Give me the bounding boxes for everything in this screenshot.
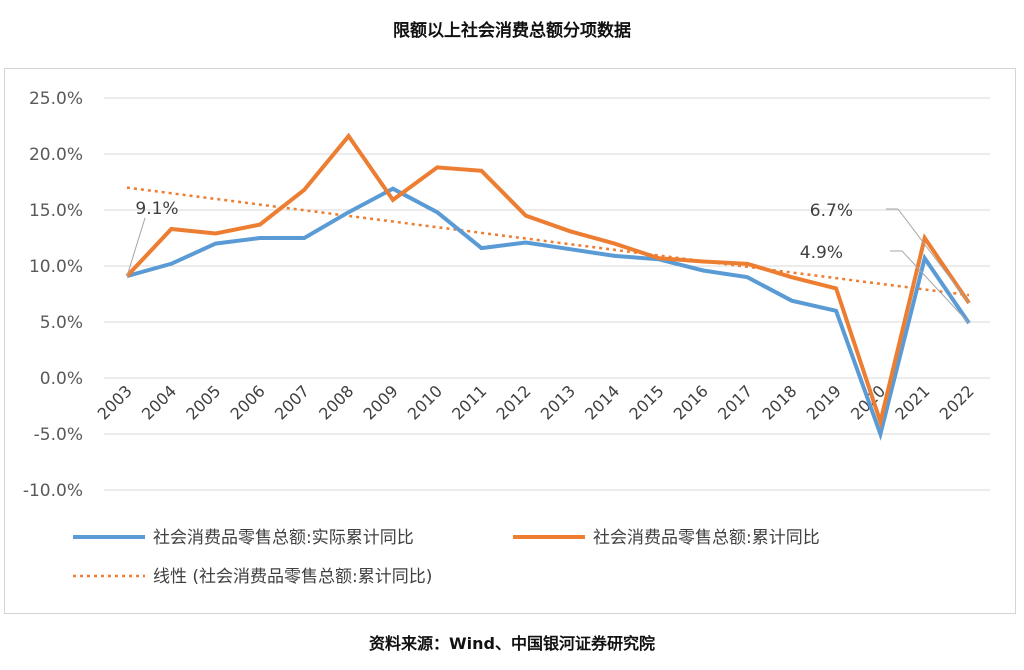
y-tick-label: 10.0% xyxy=(29,257,83,277)
trendline xyxy=(126,186,970,297)
y-tick-label: -5.0% xyxy=(34,425,83,445)
chart-title: 限额以上社会消费总额分项数据 xyxy=(393,21,631,41)
x-tick-label: 2009 xyxy=(359,381,401,423)
data-label: 6.7% xyxy=(810,201,853,221)
x-tick-label: 2011 xyxy=(448,381,490,423)
line-chart: 25.0%20.0%15.0%10.0%5.0%0.0%-5.0%-10.0% … xyxy=(23,89,990,587)
x-tick-label: 2021 xyxy=(891,381,933,423)
x-tick-label: 2008 xyxy=(315,381,357,423)
x-tick-label: 2014 xyxy=(581,381,623,423)
series-line-actual xyxy=(126,186,971,441)
x-tick-label: 2005 xyxy=(182,381,224,423)
y-axis-ticks: 25.0% 20.0% 15.0% 10.0% 5.0% 0.0% -5.0% -10.0% xyxy=(23,89,83,501)
x-tick-label: 2013 xyxy=(537,381,579,423)
x-tick-label: 2015 xyxy=(625,381,667,423)
series-line-cumulative xyxy=(125,132,971,429)
x-axis-ticks: 2003 2004 2005 2006 2007 2008 2009 2010 2011 2012… xyxy=(94,381,978,423)
x-tick-label: 2019 xyxy=(803,381,845,423)
grid-layer xyxy=(104,97,990,491)
x-tick-label: 2003 xyxy=(94,381,136,423)
annotation-leader xyxy=(126,217,146,277)
legend-label: 社会消费品零售总额:累计同比 xyxy=(593,528,820,548)
annotation-layer: 9.1% 6.7% 4.9% xyxy=(126,199,970,324)
legend-label: 线性 (社会消费品零售总额:累计同比) xyxy=(153,567,432,587)
source-note: 资料来源：Wind、中国银河证券研究院 xyxy=(369,634,655,653)
y-tick-label: 0.0% xyxy=(40,369,83,389)
y-tick-label: 5.0% xyxy=(40,313,83,333)
x-tick-label: 2018 xyxy=(758,381,800,423)
chart-frame: 25.0% 20.0% 15.0% 10.0% 5.0% 0.0% -5.0% -10.0% … xyxy=(4,68,1016,614)
trendline-layer xyxy=(126,186,970,297)
x-tick-label: 2010 xyxy=(404,381,446,423)
y-tick-label: 25.0% xyxy=(29,89,83,109)
x-tick-label: 2012 xyxy=(492,381,534,423)
x-tick-label: 2004 xyxy=(138,381,180,423)
legend-label: 社会消费品零售总额:实际累计同比 xyxy=(153,528,414,548)
data-label: 9.1% xyxy=(135,199,178,219)
x-tick-label: 2016 xyxy=(670,381,712,423)
x-tick-label: 2017 xyxy=(714,381,756,423)
x-tick-label: 2006 xyxy=(227,381,269,423)
y-tick-label: 20.0% xyxy=(29,145,83,165)
data-label: 4.9% xyxy=(800,243,843,263)
series-layer xyxy=(125,132,971,441)
x-tick-label: 2007 xyxy=(271,381,313,423)
y-tick-label: 15.0% xyxy=(29,201,83,221)
annotation-leader xyxy=(897,208,970,304)
x-tick-label: 2022 xyxy=(936,381,978,423)
y-tick-label: -10.0% xyxy=(23,481,83,501)
annotation-leader xyxy=(901,250,970,324)
